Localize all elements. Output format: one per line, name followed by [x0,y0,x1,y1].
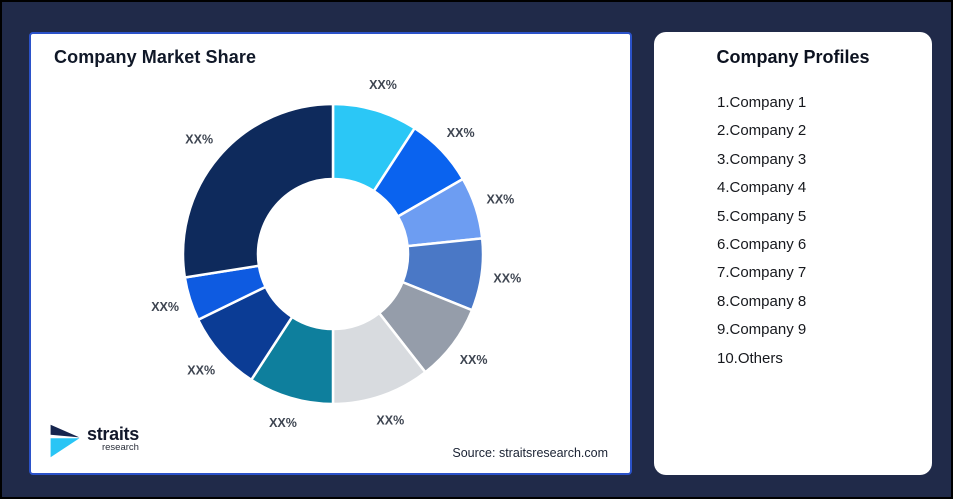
straits-research-logo: straits research [47,423,139,459]
company-list-item: 5.Company 5 [717,207,807,225]
segment-label-segment-10: XX% [185,133,213,147]
segment-label-segment-8: XX% [187,364,215,378]
logo-text: straits research [87,425,139,453]
company-list-item: 10.Others [717,349,783,367]
company-list: 1.Company 1 2.Company 2 3.Company 3 4.Co… [717,89,932,373]
market-share-donut-chart: XX% XX% XX% XX% XX% XX% XX% XX% XX% XX% [151,78,521,430]
market-share-card: Company Market Share XX% XX% XX% XX% XX% XX% X… [29,32,632,475]
segment-label-segment-3: XX% [487,193,515,207]
segment-label-segment-9: XX% [151,300,179,314]
company-list-item: 9.Company 9 [717,321,807,339]
company-profiles-card: Company Profiles 1.Company 1 2.Company 2… [654,32,932,475]
company-list-item: 3.Company 3 [717,150,807,168]
company-list-item: 7.Company 7 [717,264,807,282]
donut-segment-10 [181,102,335,279]
company-list-item: 2.Company 2 [717,122,807,140]
source-attribution: Source: straitsresearch.com [452,446,608,460]
segment-label-segment-7: XX% [269,416,297,430]
profiles-title: Company Profiles [716,47,870,67]
logo-name: straits [87,424,139,444]
chart-title: Company Market Share [54,47,257,67]
segment-label-segment-1: XX% [369,78,397,92]
segment-label-segment-2: XX% [447,126,475,140]
company-list-item: 1.Company 1 [717,94,807,111]
logo-subtitle: research [101,442,139,453]
straits-arrow-icon [50,424,80,458]
segment-label-segment-6: XX% [376,413,404,427]
company-list-item: 8.Company 8 [717,292,807,310]
company-list-item: 6.Company 6 [717,236,807,254]
company-list-item: 4.Company 4 [717,179,807,197]
segment-label-segment-5: XX% [460,353,488,367]
segment-label-segment-4: XX% [493,272,521,286]
